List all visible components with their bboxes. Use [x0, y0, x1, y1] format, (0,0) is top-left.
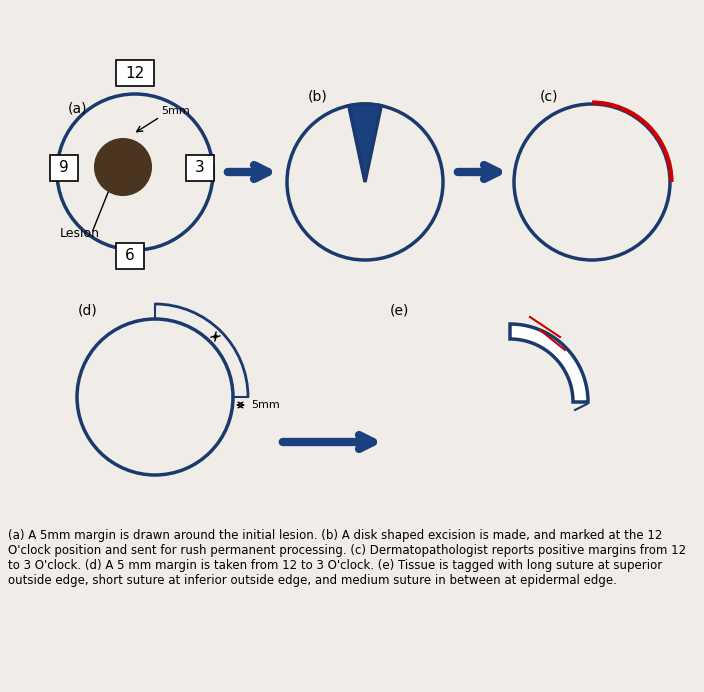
Wedge shape	[348, 104, 382, 182]
Text: (a): (a)	[68, 102, 87, 116]
Text: 12: 12	[125, 66, 144, 80]
Circle shape	[95, 139, 151, 195]
FancyBboxPatch shape	[186, 155, 214, 181]
Text: Lesion: Lesion	[60, 227, 100, 240]
FancyBboxPatch shape	[116, 243, 144, 269]
FancyBboxPatch shape	[50, 155, 78, 181]
Text: 5mm: 5mm	[161, 106, 190, 116]
Text: 5mm: 5mm	[251, 400, 279, 410]
Text: 6: 6	[125, 248, 135, 264]
Text: (c): (c)	[540, 89, 558, 103]
Text: (a) A 5mm margin is drawn around the initial lesion. (b) A disk shaped excision : (a) A 5mm margin is drawn around the ini…	[8, 529, 686, 587]
Text: 9: 9	[59, 161, 69, 176]
Polygon shape	[510, 324, 588, 402]
Text: (b): (b)	[308, 89, 328, 103]
Text: 3: 3	[195, 161, 205, 176]
FancyBboxPatch shape	[116, 60, 154, 86]
Text: (e): (e)	[390, 303, 409, 317]
Text: (d): (d)	[78, 303, 98, 317]
